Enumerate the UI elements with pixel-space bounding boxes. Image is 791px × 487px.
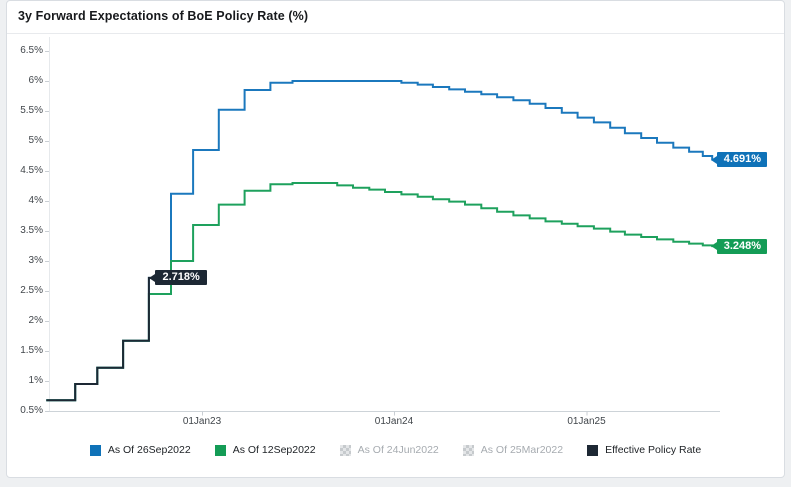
legend-item-label: As Of 26Sep2022 (107, 444, 191, 456)
legend-item-as-of-12sep2022[interactable]: As Of 12Sep2022 (214, 444, 316, 456)
chart-legend: As Of 26Sep2022 As Of 12Sep2022 As Of 24Ju… (7, 441, 784, 459)
y-axis-tick-label: 6% (28, 75, 43, 86)
y-axis-tick-label: 3% (28, 255, 43, 266)
series-value-label: 2.718% (149, 270, 208, 286)
x-axis-tick-label: 01Jan23 (182, 416, 222, 427)
legend-item-label: As Of 24Jun2022 (357, 444, 439, 456)
series-value-label: 4.691% (710, 152, 768, 168)
legend-item-effective-policy-rate[interactable]: Effective Policy Rate (587, 444, 701, 456)
plot-area[interactable]: 6.5% 6% 5.5% 5% 4.5% 4% 3.5% 3% 2.5% 2% 1.5% 1% 0.5%… (7, 1, 784, 477)
legend-item-label: Effective Policy Rate (605, 444, 702, 456)
y-axis-tick-label: 1.5% (20, 345, 43, 356)
legend-item-as-of-26sep2022[interactable]: As Of 26Sep2022 (89, 444, 191, 456)
y-axis-tick-label: 3.5% (20, 225, 43, 236)
chart-card-header: 3y Forward Expectations of BoE Policy Ra… (7, 1, 784, 34)
legend-swatch-icon (339, 444, 351, 456)
series-line-as-of-12sep2022[interactable] (46, 182, 715, 402)
y-axis-tick-label: 2.5% (20, 285, 43, 296)
y-axis-tick-label: 1% (28, 375, 43, 386)
legend-swatch-icon (587, 444, 599, 456)
legend-swatch-icon (89, 444, 101, 456)
y-axis-tick-label: 4.5% (20, 165, 43, 176)
series-line-as-of-26sep2022[interactable] (46, 80, 715, 402)
y-axis-tick-label: 4% (28, 195, 43, 206)
x-axis-tick-label: 01Jan25 (567, 416, 606, 427)
series-line-effective-policy-rate[interactable] (46, 276, 154, 402)
legend-swatch-icon (462, 444, 474, 456)
legend-item-label: As Of 12Sep2022 (232, 444, 316, 456)
chart-card: 3y Forward Expectations of BoE Policy Ra… (6, 0, 785, 478)
legend-swatch-icon (214, 444, 226, 456)
y-axis-tick-label: 6.5% (20, 45, 43, 56)
chart-title: 3y Forward Expectations of BoE Policy Ra… (18, 9, 309, 23)
legend-item-label: As Of 25Mar2022 (480, 444, 564, 456)
y-axis-tick-label: 2% (28, 315, 43, 326)
y-axis-tick-label: 0.5% (20, 405, 43, 416)
series-value-label: 3.248% (710, 238, 768, 254)
y-axis-tick-label: 5.5% (20, 105, 43, 116)
y-axis-tick-label: 5% (28, 135, 43, 146)
x-axis-tick-label: 01Jan24 (374, 416, 414, 427)
legend-item-as-of-25mar2022[interactable]: As Of 25Mar2022 (462, 444, 564, 456)
chart-canvas (45, 37, 720, 416)
legend-item-as-of-24jun2022[interactable]: As Of 24Jun2022 (339, 444, 439, 456)
